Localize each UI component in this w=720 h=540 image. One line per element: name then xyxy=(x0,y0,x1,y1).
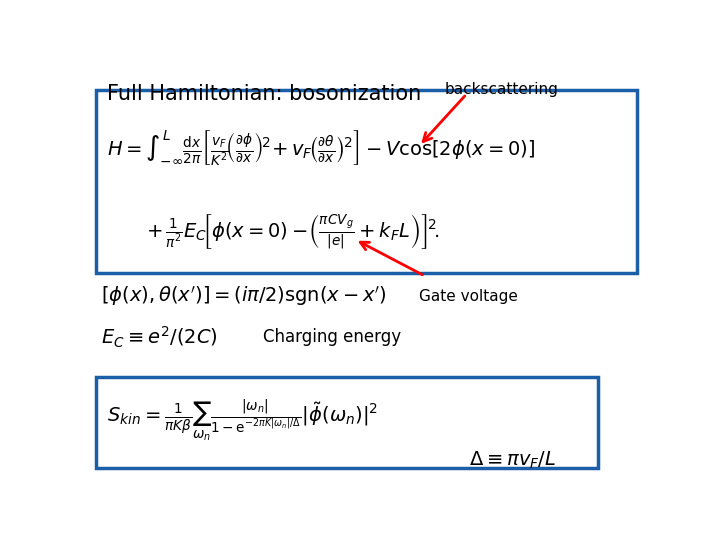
Text: $\Delta \equiv \pi v_F/L$: $\Delta \equiv \pi v_F/L$ xyxy=(469,450,557,471)
Text: backscattering: backscattering xyxy=(444,82,558,97)
Text: Gate voltage: Gate voltage xyxy=(419,288,518,303)
Text: Charging energy: Charging energy xyxy=(263,328,401,346)
Text: $H = \int_{-\infty}^{L}\frac{\mathrm{d}x}{2\pi}\left[\frac{v_F}{K^2}\!\left(\fra: $H = \int_{-\infty}^{L}\frac{\mathrm{d}x… xyxy=(107,128,535,168)
Text: $[\phi(x),\theta(x^{\prime})] = (i\pi/2)\mathrm{sgn}(x - x^{\prime})$: $[\phi(x),\theta(x^{\prime})] = (i\pi/2)… xyxy=(101,284,387,308)
FancyBboxPatch shape xyxy=(96,90,637,273)
FancyBboxPatch shape xyxy=(96,377,598,468)
Text: Full Hamiltonian: bosonization: Full Hamiltonian: bosonization xyxy=(107,84,421,104)
Text: $+\,\frac{1}{\pi^2}E_C\!\left[\phi(x=0)-\!\left(\frac{\pi C V_g}{|e|}+k_F L\righ: $+\,\frac{1}{\pi^2}E_C\!\left[\phi(x=0)-… xyxy=(145,212,439,251)
Text: $E_C \equiv e^2/(2C)$: $E_C \equiv e^2/(2C)$ xyxy=(101,325,217,350)
Text: $S_{kin} = \frac{1}{\pi K\beta}\sum_{\omega_n}\frac{|\omega_n|}{1 - \mathrm{e}^{: $S_{kin} = \frac{1}{\pi K\beta}\sum_{\om… xyxy=(107,397,378,443)
